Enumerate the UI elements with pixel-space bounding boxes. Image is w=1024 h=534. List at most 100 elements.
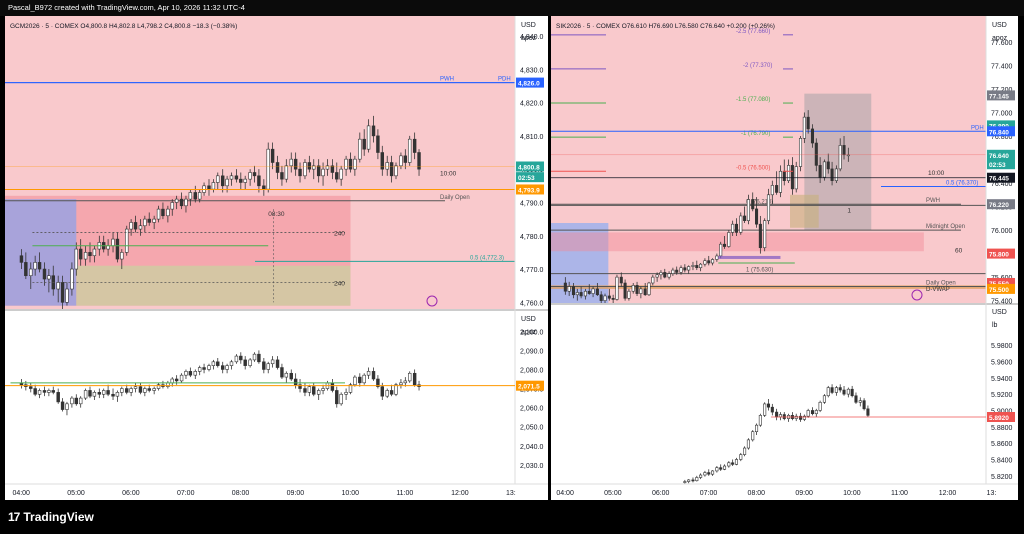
gold-lower-candle xyxy=(92,392,97,397)
silver-candle xyxy=(671,269,675,274)
gold-candle xyxy=(78,248,83,260)
copper-candle xyxy=(798,415,803,420)
gold-lower-ytick-label: 2,100.0 xyxy=(520,329,543,336)
copper-candle xyxy=(695,477,699,482)
gold-lower-candle xyxy=(399,382,403,386)
silver-candle xyxy=(583,290,587,297)
silver-ytick-label: 75.400 xyxy=(991,299,1013,306)
gold-lower-candle xyxy=(179,374,184,382)
gold-xtick-label: 06:00 xyxy=(122,490,140,497)
gold-candle xyxy=(56,282,60,290)
gold-lower-candle xyxy=(74,397,79,405)
gold-lower-candle xyxy=(229,361,234,366)
silver-level-label: PWH xyxy=(926,198,940,204)
silver-annot-1000: 10:00 xyxy=(928,170,945,177)
gold-candle xyxy=(70,268,74,290)
copper-candle xyxy=(683,481,687,483)
silver-candle xyxy=(755,208,759,225)
gold-candle xyxy=(156,208,161,220)
tradingview-mark-icon: 17 xyxy=(8,510,20,524)
gold-candle xyxy=(92,248,97,257)
gold-ytick-label: 4,770.0 xyxy=(520,267,543,274)
copper-candle xyxy=(806,410,810,417)
silver-candle xyxy=(798,138,803,167)
gold-level-label: PDH xyxy=(498,77,511,83)
gold-price-tag xyxy=(516,184,544,195)
gold-lower-candle xyxy=(407,372,412,382)
gold-candle xyxy=(174,198,179,203)
gold-xtick-label: 12:00 xyxy=(451,490,469,497)
silver-zone xyxy=(551,285,986,289)
silver-price-tag xyxy=(987,126,1015,137)
gold-lower-candle xyxy=(152,388,156,391)
silver-candle xyxy=(651,276,655,284)
gold-candle xyxy=(74,248,79,270)
gold-ytick-label: 4,810.0 xyxy=(520,134,543,141)
tradingview-logo[interactable]: 17 TradingView xyxy=(8,510,94,524)
header-bar: Pascal_B972 created with TradingView.com… xyxy=(0,0,1024,16)
copper-candle xyxy=(699,474,703,478)
silver-chart-panel[interactable]: 77.60077.40077.20077.00076.80076.60076.4… xyxy=(551,16,1018,500)
silver-chart-svg[interactable]: 77.60077.40077.20077.00076.80076.60076.4… xyxy=(551,16,1018,500)
gold-lower-candle xyxy=(125,388,129,393)
silver-candle xyxy=(743,215,747,221)
gold-lower-ytick-label: 2,050.0 xyxy=(520,425,543,432)
gold-lower-ytick-label: 2,060.0 xyxy=(520,406,543,413)
copper-candle xyxy=(775,411,779,418)
gold-candle xyxy=(376,135,380,153)
gold-lower-candle xyxy=(234,355,239,363)
silver-candle xyxy=(591,288,595,294)
silver-candle xyxy=(806,116,810,130)
gold-lower-candle xyxy=(193,371,198,376)
gold-lower-candle xyxy=(188,371,193,376)
silver-candle xyxy=(679,267,683,273)
gold-candle xyxy=(197,192,202,200)
copper-candle xyxy=(739,454,743,460)
gold-lower-candle xyxy=(362,374,366,384)
silver-candle xyxy=(802,116,806,139)
gold-lower-candle xyxy=(321,388,325,391)
silver-xtick-label: 09:00 xyxy=(795,490,813,497)
gold-lower-candle xyxy=(353,376,357,386)
silver-candle xyxy=(790,165,794,190)
gold-lower-candle xyxy=(252,353,257,361)
silver-candle xyxy=(595,288,599,296)
silver-candle xyxy=(722,243,727,247)
gold-lower-candle xyxy=(376,378,380,387)
gold-xtick-label: 13: xyxy=(506,490,516,497)
gold-annot-240a: 240 xyxy=(334,230,345,237)
gold-lower-candle xyxy=(29,386,33,389)
gold-xtick-label: 04:00 xyxy=(12,490,30,497)
silver-price-tag-text: 76.445 xyxy=(989,176,1009,183)
gold-level-label: 0.5 (4,772.3) xyxy=(470,255,504,261)
brand-name: TradingView xyxy=(23,510,94,524)
silver-candle xyxy=(826,161,830,170)
gold-lower-candle xyxy=(37,390,42,395)
gold-lower-candle xyxy=(197,367,202,372)
gold-candle xyxy=(152,218,156,223)
silver-level-label: -0.5 (76.500) xyxy=(736,165,770,171)
gold-candle xyxy=(83,252,88,260)
silver-xtick-label: 13: xyxy=(987,490,997,497)
copper-candle xyxy=(687,479,691,482)
copper-ytick-label: 5.8400 xyxy=(991,457,1013,464)
gold-candle xyxy=(243,178,247,183)
gold-annot-1000: 10:00 xyxy=(440,170,457,177)
gold-lower-candle xyxy=(33,388,37,395)
gold-candle xyxy=(298,168,302,177)
copper-candle xyxy=(758,415,762,426)
silver-candle xyxy=(567,286,571,292)
silver-candle xyxy=(719,243,723,257)
copper-ytick-label: 5.9000 xyxy=(991,408,1013,415)
gold-candle xyxy=(407,138,412,163)
gold-price-tag xyxy=(516,172,544,183)
gold-lower-candle xyxy=(60,401,65,410)
gold-lower-candle xyxy=(239,355,243,361)
gold-lower-candle xyxy=(371,371,376,380)
silver-candle xyxy=(655,274,659,278)
gold-chart-panel[interactable]: 4,840.04,830.04,820.04,810.04,800.04,790… xyxy=(5,16,548,500)
gold-lower-candle xyxy=(83,390,88,399)
gold-candle xyxy=(412,138,417,153)
gold-chart-svg[interactable]: 4,840.04,830.04,820.04,810.04,800.04,790… xyxy=(5,16,548,500)
gold-candle xyxy=(362,138,366,150)
